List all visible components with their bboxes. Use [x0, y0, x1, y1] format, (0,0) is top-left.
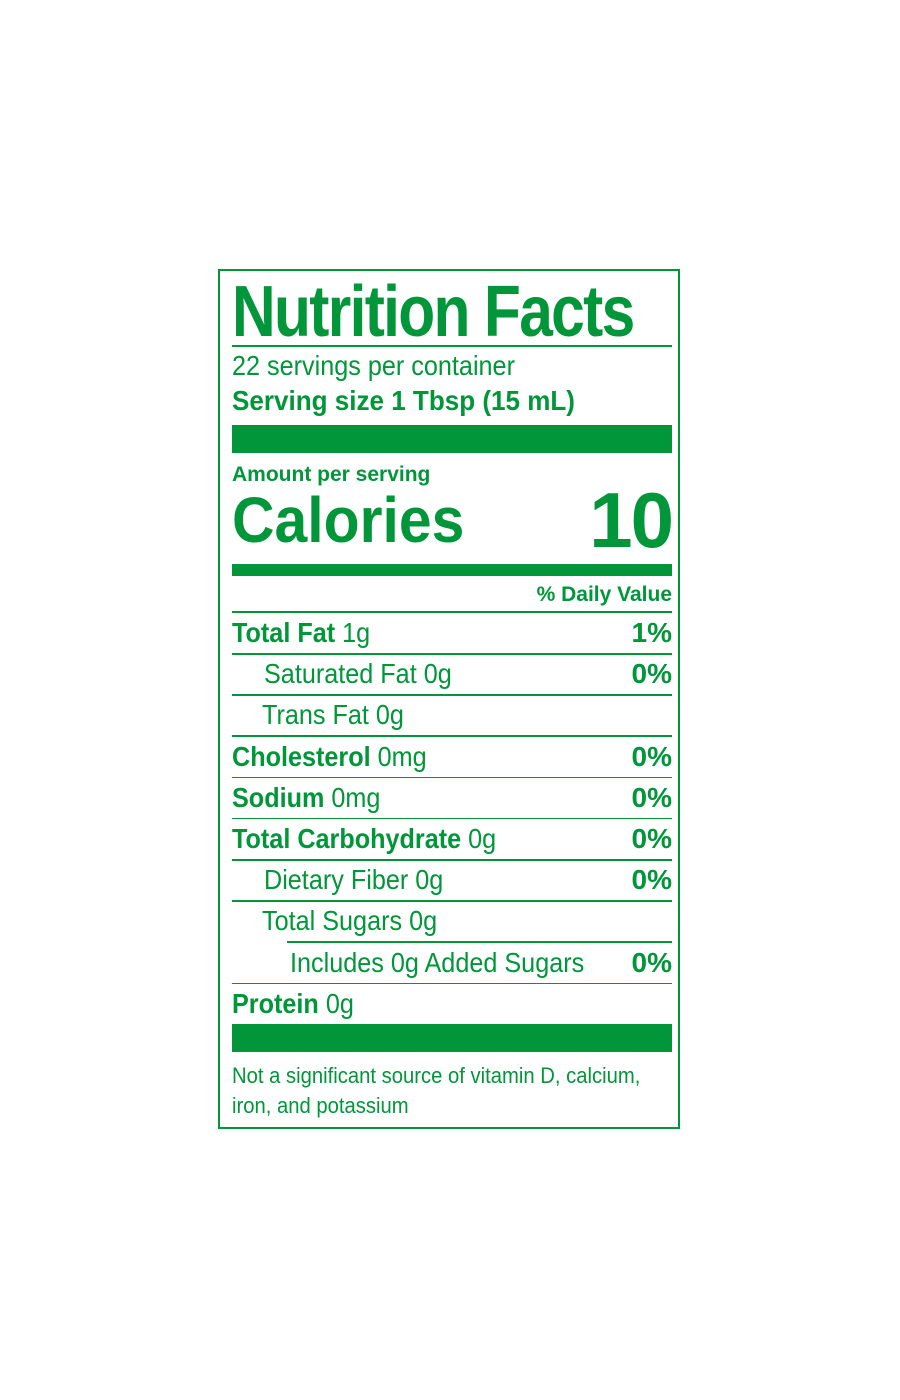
calories-row: Calories 10 — [232, 476, 674, 564]
nutrient-name: Sodium — [232, 781, 325, 813]
divider — [232, 982, 672, 985]
nutrient-row: Cholesterol 0mg 0% — [232, 737, 672, 777]
nutrient-name: Cholesterol — [232, 740, 371, 772]
nutrient-amount: 1g — [342, 617, 371, 648]
nutrient-row: Saturated Fat 0g 0% — [232, 654, 672, 694]
nutrient-row: Total Sugars 0g — [232, 901, 672, 941]
nutrient-amount: 0g — [468, 823, 497, 854]
nutrient-row: Sodium 0mg 0% — [232, 778, 672, 818]
nutrient-daily-value: 0% — [631, 823, 672, 854]
nutrient-row: Total Fat 1g 1% — [232, 613, 672, 653]
nutrient-amount: 0g — [415, 864, 444, 896]
calories-value: 10 — [589, 476, 674, 564]
nutrient-amount: 0mg — [377, 740, 427, 772]
nutrient-name: Total Fat — [232, 617, 336, 648]
nutrient-amount: 0mg — [331, 781, 381, 813]
divider — [232, 345, 672, 347]
nutrition-facts-label: Nutrition Facts 22 servings per containe… — [218, 269, 680, 1129]
nutrient-name: Dietary Fiber — [264, 864, 409, 896]
divider — [232, 900, 672, 902]
label-title: Nutrition Facts — [232, 272, 635, 352]
nutrient-name: Includes 0g Added Sugars — [290, 946, 585, 978]
daily-value-header: % Daily Value — [536, 583, 672, 606]
nutrient-amount: 0g — [423, 658, 452, 690]
nutrient-daily-value: 0% — [631, 864, 672, 896]
thick-divider — [232, 1024, 672, 1052]
nutrient-name: Total Carbohydrate — [232, 823, 462, 854]
nutrient-row: Total Carbohydrate 0g 0% — [232, 819, 672, 859]
nutrient-row: Trans Fat 0g — [232, 695, 672, 735]
thick-divider — [232, 425, 672, 453]
nutrient-amount: 0g — [409, 905, 438, 937]
nutrient-name: Protein — [232, 987, 319, 1019]
divider — [232, 859, 672, 861]
nutrient-daily-value: 0% — [631, 658, 672, 690]
calories-label: Calories — [232, 484, 465, 556]
divider — [232, 735, 672, 737]
nutrient-daily-value: 0% — [631, 781, 672, 813]
nutrient-daily-value: 0% — [631, 946, 672, 978]
nutrient-name: Saturated Fat — [264, 658, 417, 690]
nutrient-name: Trans Fat — [262, 699, 369, 731]
divider — [232, 611, 672, 613]
divider — [287, 941, 672, 943]
nutrient-amount: 0g — [375, 699, 404, 731]
servings-per-container: 22 servings per container — [232, 350, 515, 381]
nutrient-name: Total Sugars — [262, 905, 403, 937]
serving-size: Serving size 1 Tbsp (15 mL) — [232, 385, 575, 416]
nutrient-daily-value: 0% — [631, 740, 672, 772]
nutrient-row: Includes 0g Added Sugars 0% — [232, 943, 672, 983]
nutrient-row: Dietary Fiber 0g 0% — [232, 860, 672, 900]
medium-divider — [232, 564, 672, 576]
footnote: Not a significant source of vitamin D, c… — [232, 1063, 641, 1118]
divider — [232, 776, 672, 779]
divider — [232, 653, 672, 655]
nutrient-daily-value: 1% — [631, 617, 672, 648]
divider — [232, 817, 672, 820]
divider — [232, 694, 672, 696]
nutrient-row: Protein 0g — [232, 984, 672, 1024]
nutrient-amount: 0g — [325, 987, 354, 1019]
amount-per-serving: Amount per serving — [232, 463, 431, 486]
